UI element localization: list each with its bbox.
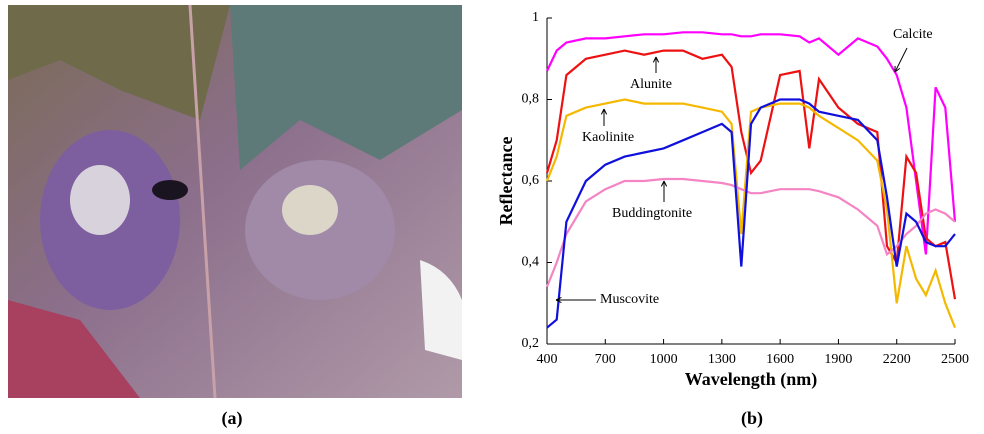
y-axis-label: Reflectance [496,137,516,226]
x-axis-label: Wavelength (nm) [685,369,818,390]
y-tick-label: 0,8 [522,92,540,107]
panel-label: (a) [222,408,243,429]
annotation: Muscovite [600,292,659,307]
image-region [152,180,188,200]
x-tick-label: 2200 [883,352,911,367]
x-tick-label: 700 [595,352,616,367]
y-tick-label: 0,6 [522,173,540,188]
figure: (a) (b) Wavelength (nm) Reflectance 0,2 0… [0,0,984,434]
annotation: Calcite [893,27,933,42]
annotation-arrow [895,48,907,72]
panel-label: (b) [741,408,763,429]
x-tick-label: 1000 [650,352,678,367]
image-region [282,185,338,235]
x-tick-label: 1600 [766,352,794,367]
x-tick-label: 2500 [941,352,969,367]
image-region [70,165,130,235]
satellite-image [8,5,462,398]
annotation: Alunite [630,77,672,92]
annotation: Buddingtonite [612,206,692,221]
y-tick-label: 0,4 [522,255,540,270]
page: {"panels": {"a": "(a)", "b": "(b)"}, "ch… [0,0,984,434]
y-tick-label: 1 [532,10,539,25]
annotation: Kaolinite [582,130,634,145]
series-line [547,51,955,300]
y-tick-label: 0,2 [522,336,540,351]
x-tick-label: 400 [537,352,558,367]
x-tick-label: 1900 [824,352,852,367]
x-tick-label: 1300 [708,352,736,367]
